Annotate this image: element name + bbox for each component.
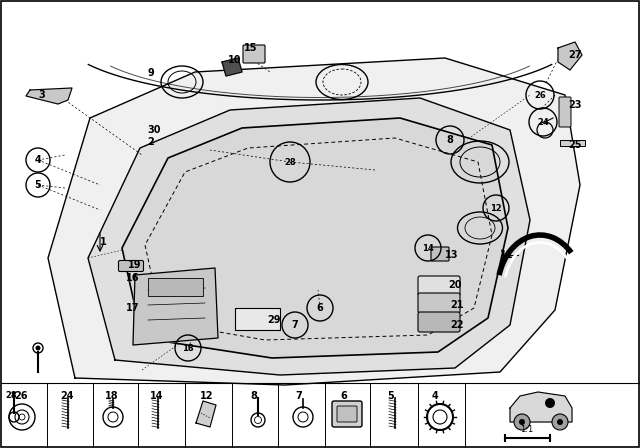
Text: 18: 18 xyxy=(182,344,194,353)
Text: 15: 15 xyxy=(244,43,257,53)
FancyBboxPatch shape xyxy=(118,260,143,271)
FancyBboxPatch shape xyxy=(337,406,357,422)
Text: 20: 20 xyxy=(448,280,461,290)
Text: 26: 26 xyxy=(14,391,28,401)
Text: 9: 9 xyxy=(148,68,155,78)
Text: 13: 13 xyxy=(445,250,458,260)
Text: 5: 5 xyxy=(387,391,394,401)
FancyBboxPatch shape xyxy=(332,401,362,427)
FancyBboxPatch shape xyxy=(559,97,571,127)
Bar xyxy=(235,308,280,330)
Text: 26: 26 xyxy=(534,90,546,99)
Polygon shape xyxy=(133,268,218,345)
Circle shape xyxy=(514,414,530,430)
Text: 28: 28 xyxy=(284,158,296,167)
Polygon shape xyxy=(196,401,216,427)
Text: 17: 17 xyxy=(126,303,140,313)
Text: 5: 5 xyxy=(35,180,42,190)
Text: 1:1: 1:1 xyxy=(520,425,534,434)
Polygon shape xyxy=(48,58,580,385)
Text: 8: 8 xyxy=(447,135,453,145)
Text: 7: 7 xyxy=(292,320,298,330)
Circle shape xyxy=(35,345,40,350)
Text: 2: 2 xyxy=(147,137,154,147)
Text: 21: 21 xyxy=(450,300,463,310)
Polygon shape xyxy=(122,118,508,358)
Polygon shape xyxy=(88,98,530,375)
Text: 23: 23 xyxy=(568,100,582,110)
Text: 12: 12 xyxy=(200,391,214,401)
Text: 12: 12 xyxy=(490,203,502,212)
Text: 27: 27 xyxy=(568,50,582,60)
FancyBboxPatch shape xyxy=(418,312,460,332)
Text: 24: 24 xyxy=(537,117,549,126)
FancyBboxPatch shape xyxy=(418,276,460,296)
Text: 14: 14 xyxy=(150,391,163,401)
Text: 28: 28 xyxy=(5,391,17,400)
Text: 18: 18 xyxy=(105,391,118,401)
Text: 19: 19 xyxy=(128,260,141,270)
Polygon shape xyxy=(558,42,582,70)
FancyBboxPatch shape xyxy=(431,247,449,261)
Text: 4: 4 xyxy=(35,155,42,165)
Circle shape xyxy=(519,419,525,425)
Text: 1: 1 xyxy=(100,237,107,247)
FancyBboxPatch shape xyxy=(243,45,265,63)
Polygon shape xyxy=(26,88,72,104)
Circle shape xyxy=(552,414,568,430)
Text: 10: 10 xyxy=(228,55,241,65)
Bar xyxy=(560,140,585,146)
Text: 3: 3 xyxy=(38,90,45,100)
Text: 4: 4 xyxy=(432,391,439,401)
Text: 11: 11 xyxy=(500,250,513,260)
Text: 6: 6 xyxy=(340,391,347,401)
Text: 22: 22 xyxy=(450,320,463,330)
Text: 8: 8 xyxy=(250,391,257,401)
Text: 16: 16 xyxy=(126,273,140,283)
Circle shape xyxy=(545,398,555,408)
Polygon shape xyxy=(222,58,242,76)
Text: 6: 6 xyxy=(317,303,323,313)
Text: 30: 30 xyxy=(147,125,161,135)
FancyBboxPatch shape xyxy=(418,293,460,313)
Text: 7: 7 xyxy=(295,391,301,401)
Polygon shape xyxy=(510,392,572,422)
Text: 14: 14 xyxy=(422,244,434,253)
Circle shape xyxy=(557,419,563,425)
Text: 24: 24 xyxy=(60,391,74,401)
Bar xyxy=(148,278,203,296)
Text: 29: 29 xyxy=(267,315,280,325)
Text: 25: 25 xyxy=(568,140,582,150)
